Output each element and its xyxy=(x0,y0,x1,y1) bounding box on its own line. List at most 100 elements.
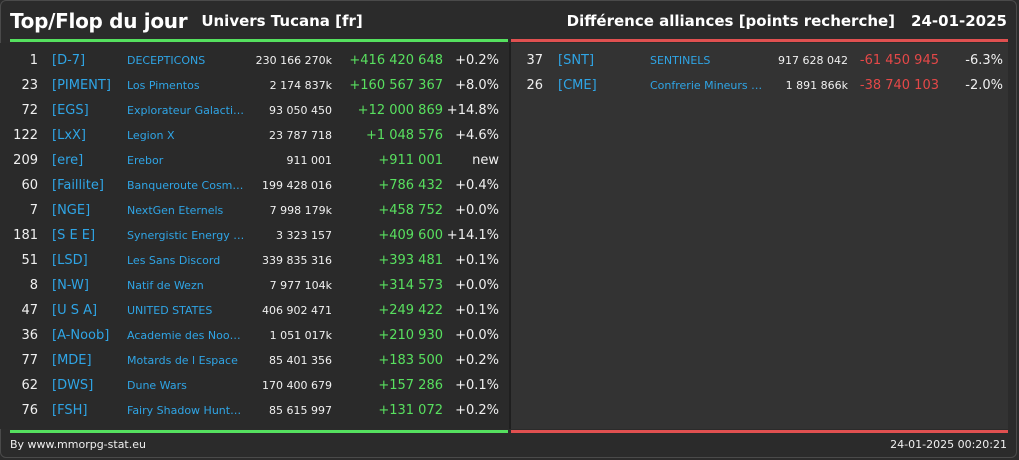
rank-cell: 62 xyxy=(21,378,38,393)
page-title: Top/Flop du jour xyxy=(10,9,188,33)
alliance-tag-link[interactable]: [U S A] xyxy=(52,303,98,318)
percent-cell: +4.6% xyxy=(455,128,499,143)
alliance-tag-link[interactable]: [CME] xyxy=(558,78,597,93)
top-row: 1 [D-7] DECEPTICONS 230 166 270k +416 420 64… xyxy=(0,48,500,73)
rank-cell: 72 xyxy=(21,103,38,118)
alliance-name-link[interactable]: Banqueroute Cosm… xyxy=(127,179,244,192)
alliance-tag-link[interactable]: [MDE] xyxy=(52,353,92,368)
alliance-name-link[interactable]: Les Sans Discord xyxy=(127,254,221,267)
diff-cell: +183 500 xyxy=(378,353,443,368)
points-cell: 3 323 157 xyxy=(276,229,332,242)
rank-cell: 47 xyxy=(21,303,38,318)
alliance-tag-link[interactable]: [LSD] xyxy=(52,253,88,268)
diff-cell: +416 420 648 xyxy=(349,53,443,68)
top-row: 62 [DWS] Dune Wars 170 400 679 +157 286 +0.1% xyxy=(0,373,500,398)
percent-cell: +0.2% xyxy=(455,353,499,368)
top-header-rule xyxy=(10,39,508,42)
alliance-tag-link[interactable]: [LxX] xyxy=(52,128,86,143)
alliance-tag-link[interactable]: [PIMENT] xyxy=(52,78,111,93)
points-cell: 2 174 837k xyxy=(269,79,332,92)
flop-footer-rule xyxy=(511,430,1008,433)
alliance-name-link[interactable]: Synergistic Energy … xyxy=(127,229,245,242)
rank-cell: 26 xyxy=(526,78,543,93)
credit-link[interactable]: By www.mmorpg-stat.eu xyxy=(10,438,146,451)
diff-cell: +786 432 xyxy=(378,178,443,193)
universe-label: Univers Tucana [fr] xyxy=(201,12,363,30)
alliance-tag-link[interactable]: [N-W] xyxy=(52,278,89,293)
diff-cell: +458 752 xyxy=(378,203,443,218)
alliance-name-link[interactable]: Fairy Shadow Hunte… xyxy=(127,404,247,417)
alliance-tag-link[interactable]: [DWS] xyxy=(52,378,94,393)
alliance-tag-link[interactable]: [ere] xyxy=(52,153,84,168)
alliance-name-link[interactable]: Motards de l Espace xyxy=(127,354,238,367)
alliance-tag-link[interactable]: [FSH] xyxy=(52,403,88,418)
alliance-tag-link[interactable]: [Faillite] xyxy=(52,178,104,193)
rank-cell: 60 xyxy=(21,178,38,193)
rank-cell: 76 xyxy=(21,403,38,418)
alliance-name-link[interactable]: Explorateur Galacti… xyxy=(127,104,245,117)
points-cell: 23 787 718 xyxy=(269,129,332,142)
top-row: 60 [Faillite] Banqueroute Cosm… 199 428 016… xyxy=(0,173,500,198)
percent-cell: +0.0% xyxy=(455,328,499,343)
diff-cell: +160 567 367 xyxy=(349,78,443,93)
alliance-name-link[interactable]: Academie des Noob… xyxy=(127,329,247,342)
rank-cell: 23 xyxy=(21,78,38,93)
alliance-name-link[interactable]: Erebor xyxy=(127,154,164,167)
alliance-tag-link[interactable]: [D-7] xyxy=(52,53,86,68)
flop-row: 26 [CME] Confrerie Mineurs … 1 891 866k -38 … xyxy=(511,73,1011,98)
percent-cell: +0.0% xyxy=(455,278,499,293)
alliance-name-link[interactable]: DECEPTICONS xyxy=(127,54,206,67)
percent-cell: +0.2% xyxy=(455,53,499,68)
top-row: 209 [ere] Erebor 911 001 +911 001 new xyxy=(0,148,500,173)
rank-cell: 77 xyxy=(21,353,38,368)
diff-cell: +409 600 xyxy=(378,228,443,243)
rank-cell: 122 xyxy=(13,128,38,143)
rank-cell: 7 xyxy=(29,203,38,218)
flop-panel xyxy=(511,43,1008,429)
top-row: 76 [FSH] Fairy Shadow Hunte… 85 615 997 +131… xyxy=(0,398,500,423)
rank-cell: 37 xyxy=(526,53,543,68)
flop-header-rule xyxy=(511,39,1008,42)
alliance-name-link[interactable]: SENTINELS xyxy=(650,54,711,67)
alliance-name-link[interactable]: Los Pimentos xyxy=(127,79,200,92)
alliance-name-link[interactable]: Dune Wars xyxy=(127,379,187,392)
alliance-tag-link[interactable]: [S E E] xyxy=(52,228,96,243)
alliance-tag-link[interactable]: [SNT] xyxy=(558,53,595,68)
percent-cell: +0.2% xyxy=(455,403,499,418)
diff-cell: +210 930 xyxy=(378,328,443,343)
percent-cell: +0.0% xyxy=(455,203,499,218)
alliance-name-link[interactable]: Natif de Wezn xyxy=(127,279,204,292)
alliance-name-link[interactable]: Confrerie Mineurs … xyxy=(650,79,763,92)
alliance-tag-link[interactable]: [NGE] xyxy=(52,203,91,218)
ranking-type-label: Différence alliances [points recherche] xyxy=(566,12,896,30)
diff-cell: +12 000 869 xyxy=(357,103,443,118)
top-row: 181 [S E E] Synergistic Energy … 3 323 157 +… xyxy=(0,223,500,248)
rank-cell: 209 xyxy=(13,153,38,168)
diff-cell: -38 740 103 xyxy=(859,78,939,93)
percent-cell: -6.3% xyxy=(965,53,1003,68)
alliance-tag-link[interactable]: [A-Noob] xyxy=(52,328,110,343)
diff-cell: +131 072 xyxy=(378,403,443,418)
diff-cell: +1 048 576 xyxy=(365,128,443,143)
points-cell: 93 050 450 xyxy=(269,104,332,117)
top-footer-rule xyxy=(10,430,508,433)
rank-cell: 36 xyxy=(21,328,38,343)
top-row: 77 [MDE] Motards de l Espace 85 401 356 +183… xyxy=(0,348,500,373)
alliance-name-link[interactable]: Legion X xyxy=(127,129,175,142)
alliance-tag-link[interactable]: [EGS] xyxy=(52,103,89,118)
top-row: 122 [LxX] Legion X 23 787 718 +1 048 576 +4.6… xyxy=(0,123,500,148)
points-cell: 1 891 866k xyxy=(785,79,848,92)
points-cell: 911 001 xyxy=(286,154,333,167)
top-row: 23 [PIMENT] Los Pimentos 2 174 837k +160 567… xyxy=(0,73,500,98)
diff-cell: +157 286 xyxy=(378,378,443,393)
points-cell: 85 615 997 xyxy=(269,404,332,417)
percent-cell: +0.1% xyxy=(455,378,499,393)
percent-cell: +14.8% xyxy=(446,103,499,118)
diff-cell: +911 001 xyxy=(378,153,443,168)
top-row: 8 [N-W] Natif de Wezn 7 977 104k +314 573 +0.… xyxy=(0,273,500,298)
points-cell: 170 400 679 xyxy=(262,379,332,392)
alliance-name-link[interactable]: UNITED STATES xyxy=(127,304,213,317)
alliance-name-link[interactable]: NextGen Eternels xyxy=(127,204,224,217)
top-row: 51 [LSD] Les Sans Discord 339 835 316 +393 4… xyxy=(0,248,500,273)
percent-cell: +14.1% xyxy=(446,228,499,243)
